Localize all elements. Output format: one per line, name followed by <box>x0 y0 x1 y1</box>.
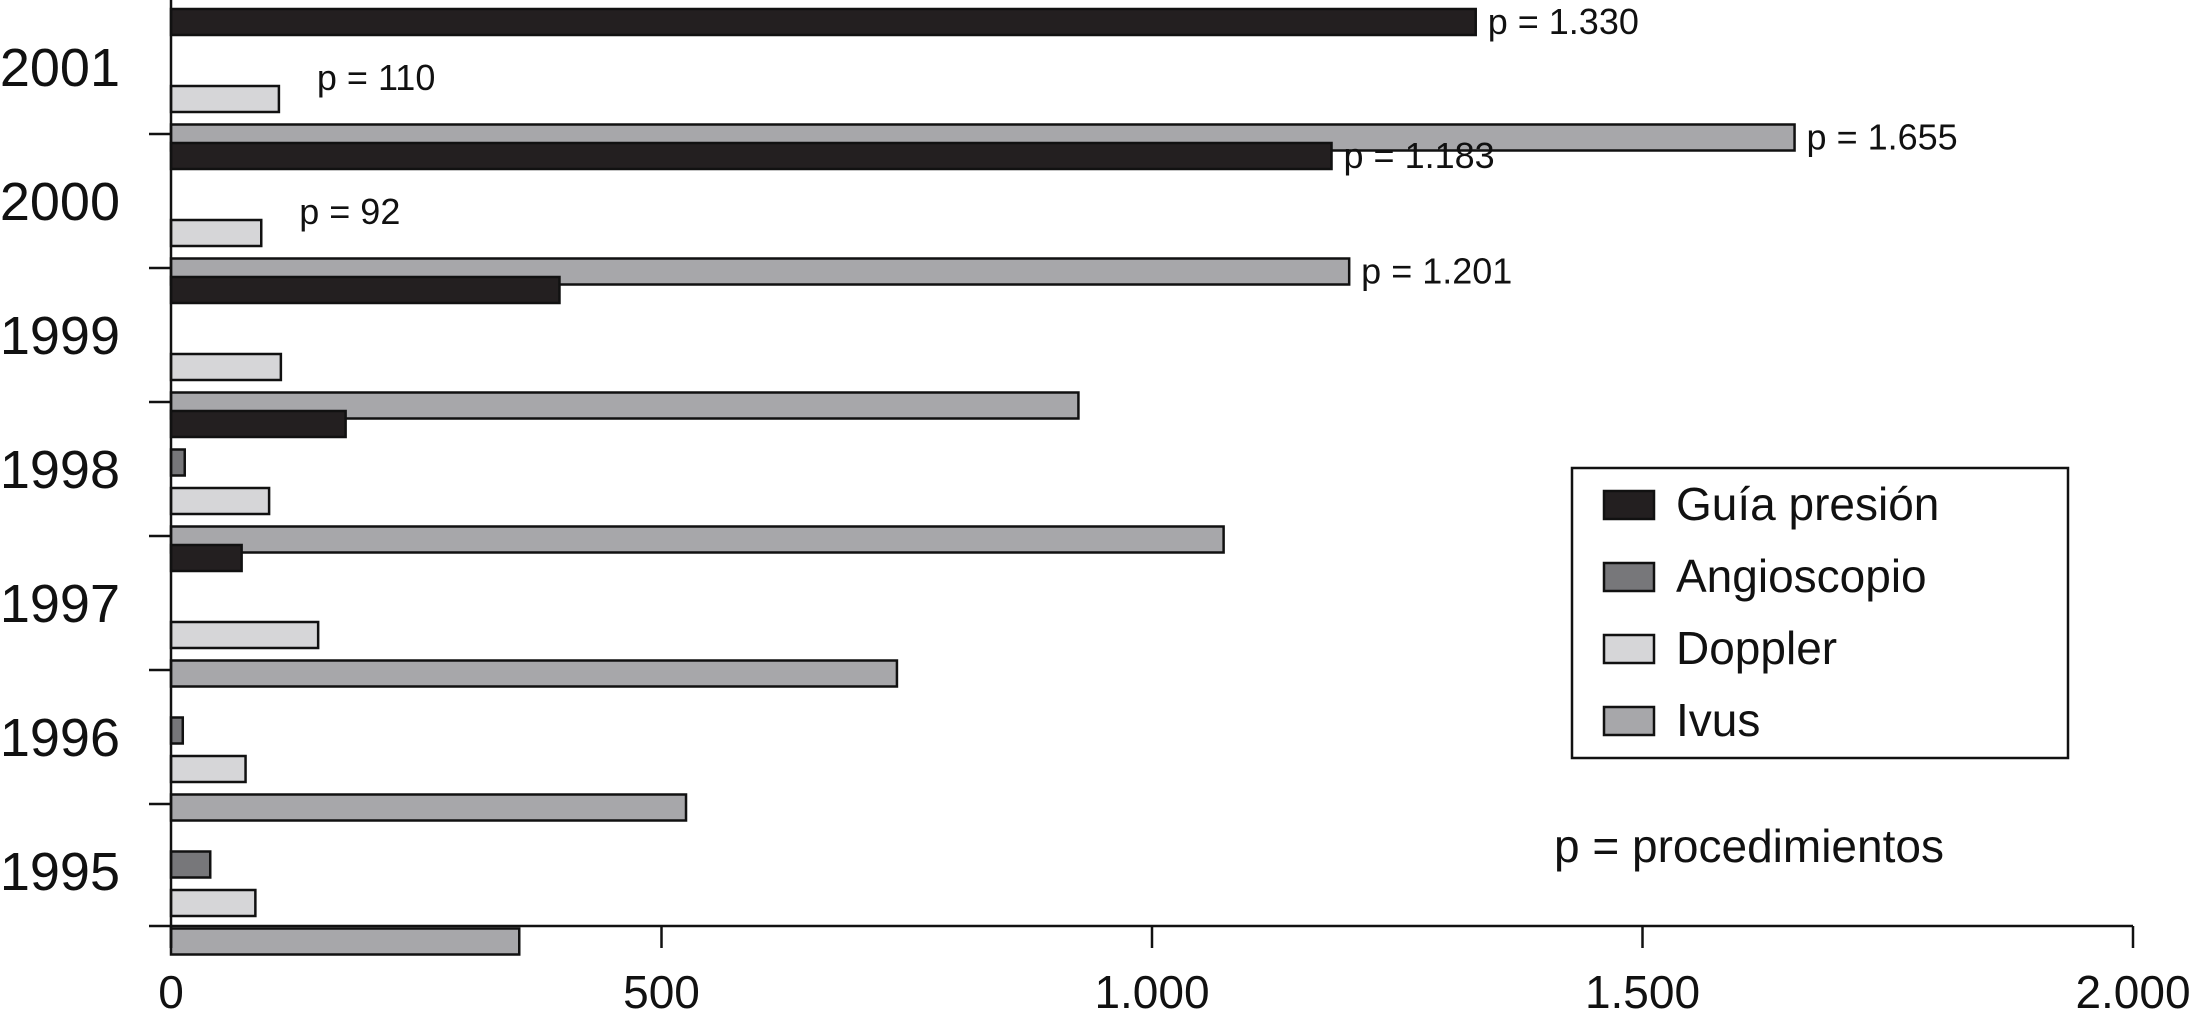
bars-group <box>169 7 1796 956</box>
legend-swatch-doppler <box>1602 633 1656 665</box>
note-text: p = procedimientos <box>1554 820 1944 872</box>
legend-label-guia-presion: Guía presión <box>1676 478 1939 530</box>
bar-1996-doppler <box>169 754 247 784</box>
legend-swatch-ivus <box>1602 705 1656 737</box>
y-tick-label-1998: 1998 <box>0 440 120 500</box>
bar-1995-doppler <box>169 888 257 918</box>
data-label-2000-ivus: p = 1.201 <box>1361 251 1512 292</box>
legend-swatch-angioscopio <box>1602 561 1656 593</box>
bar-1996-angioscopio <box>169 716 185 745</box>
bar-1997-guia-presion <box>169 543 243 573</box>
x-tick-label-500: 500 <box>623 966 700 1018</box>
x-tick-label-1000: 1.000 <box>1094 966 1209 1018</box>
bar-1995-ivus <box>169 927 521 956</box>
data-label-2000-doppler: p = 92 <box>299 191 400 232</box>
bar-1997-ivus <box>169 659 899 688</box>
bar-1998-guia-presion <box>169 409 347 439</box>
y-tick-label-2000: 2000 <box>0 172 120 232</box>
bar-2001-guia-presion <box>169 7 1477 37</box>
y-tick-label-1999: 1999 <box>0 306 120 366</box>
legend-swatch-guia-presion <box>1602 489 1656 521</box>
data-label-2001-guia-presion: p = 1.330 <box>1488 1 1639 42</box>
bar-1999-doppler <box>169 352 283 382</box>
data-label-2000-guia-presion: p = 1.183 <box>1344 135 1495 176</box>
data-label-2001-ivus: p = 1.655 <box>1807 117 1958 158</box>
bar-1999-ivus <box>169 391 1080 420</box>
bar-1996-ivus <box>169 793 688 822</box>
y-ticks-group: 2001 2000 1999 1998 1997 1996 1995 <box>0 38 171 902</box>
bar-1997-doppler <box>169 620 320 650</box>
bar-1998-doppler <box>169 486 271 516</box>
data-label-2001-doppler: p = 110 <box>317 57 435 98</box>
bar-2000-doppler <box>169 218 263 248</box>
legend: Guía presión Angioscopio Doppler Ivus <box>1570 466 2070 760</box>
bar-1998-ivus <box>169 525 1225 554</box>
y-tick-label-1996: 1996 <box>0 708 120 768</box>
legend-label-doppler: Doppler <box>1676 622 1837 674</box>
legend-label-ivus: Ivus <box>1676 694 1760 746</box>
bar-2000-guia-presion <box>169 141 1333 171</box>
bar-1995-angioscopio <box>169 850 212 879</box>
x-tick-label-2000: 2.000 <box>2075 966 2190 1018</box>
bar-2001-doppler <box>169 84 281 114</box>
legend-label-angioscopio: Angioscopio <box>1676 550 1927 602</box>
data-labels-group: p = 1.330 p = 110 p = 1.655 p = 1.183 p = 92… <box>299 1 1957 292</box>
x-ticks-group: 0 500 1.000 1.500 2.000 <box>158 926 2191 1018</box>
y-tick-label-1997: 1997 <box>0 574 120 634</box>
bar-1999-guia-presion <box>169 275 561 305</box>
y-tick-label-2001: 2001 <box>0 38 120 98</box>
x-tick-label-0: 0 <box>158 966 184 1018</box>
bar-1998-angioscopio <box>169 448 186 477</box>
axes-group <box>149 0 2133 948</box>
y-tick-label-1995: 1995 <box>0 842 120 902</box>
x-tick-label-1500: 1.500 <box>1585 966 1700 1018</box>
